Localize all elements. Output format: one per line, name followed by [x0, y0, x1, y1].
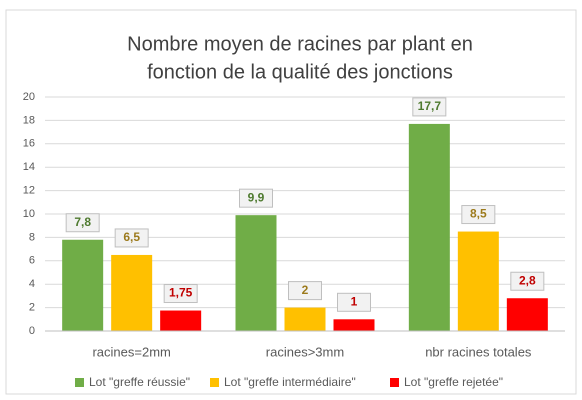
y-tick-label: 14	[23, 161, 35, 173]
bar	[457, 231, 499, 331]
legend-swatch	[390, 378, 399, 387]
value-label-box	[114, 228, 149, 248]
value-label: 8,5	[470, 207, 487, 221]
value-label: 17,7	[418, 99, 442, 113]
x-tick-label: racines>3mm	[266, 344, 344, 359]
bar	[284, 307, 326, 331]
value-label-box	[65, 213, 100, 233]
value-label-box	[461, 205, 496, 225]
y-tick-label: 10	[23, 208, 35, 220]
value-label-box	[163, 284, 198, 304]
y-tick-label: 2	[29, 302, 35, 314]
value-label: 9,9	[248, 190, 265, 204]
y-tick-label: 0	[29, 325, 35, 337]
bar	[160, 310, 202, 331]
bar	[333, 319, 375, 331]
y-tick-label: 8	[29, 231, 35, 243]
bar	[506, 298, 548, 331]
legend-label: Lot "greffe rejetée"	[404, 375, 503, 389]
x-tick-label: racines=2mm	[92, 344, 170, 359]
value-label-box	[288, 281, 322, 301]
legend-swatch	[210, 378, 219, 387]
x-tick-label: nbr racines totales	[425, 344, 532, 359]
value-label-box	[510, 271, 545, 291]
value-label: 1	[351, 294, 358, 308]
bar	[235, 215, 277, 331]
chart-title: fonction de la qualité des jonctions	[147, 61, 453, 83]
value-label: 1,75	[169, 286, 193, 300]
y-tick-label: 18	[23, 114, 35, 126]
y-tick-label: 20	[23, 91, 35, 103]
chart-title: Nombre moyen de racines par plant en	[127, 33, 473, 55]
legend-label: Lot "greffe réussie"	[89, 375, 190, 389]
y-tick-label: 6	[29, 255, 35, 267]
value-label-box	[337, 292, 371, 312]
value-label: 7,8	[74, 215, 91, 229]
value-label-box	[412, 97, 447, 117]
value-label: 6,5	[123, 230, 140, 244]
value-label-box	[239, 188, 273, 208]
bar	[111, 254, 153, 331]
legend-swatch	[75, 378, 84, 387]
bar	[62, 239, 104, 331]
y-tick-label: 12	[23, 185, 35, 197]
value-label: 2	[302, 283, 309, 297]
legend-label: Lot "greffe intermédiaire"	[224, 375, 356, 389]
value-label: 2,8	[519, 273, 536, 287]
y-tick-label: 4	[29, 278, 35, 290]
y-tick-label: 16	[23, 138, 35, 150]
bar	[408, 123, 450, 331]
